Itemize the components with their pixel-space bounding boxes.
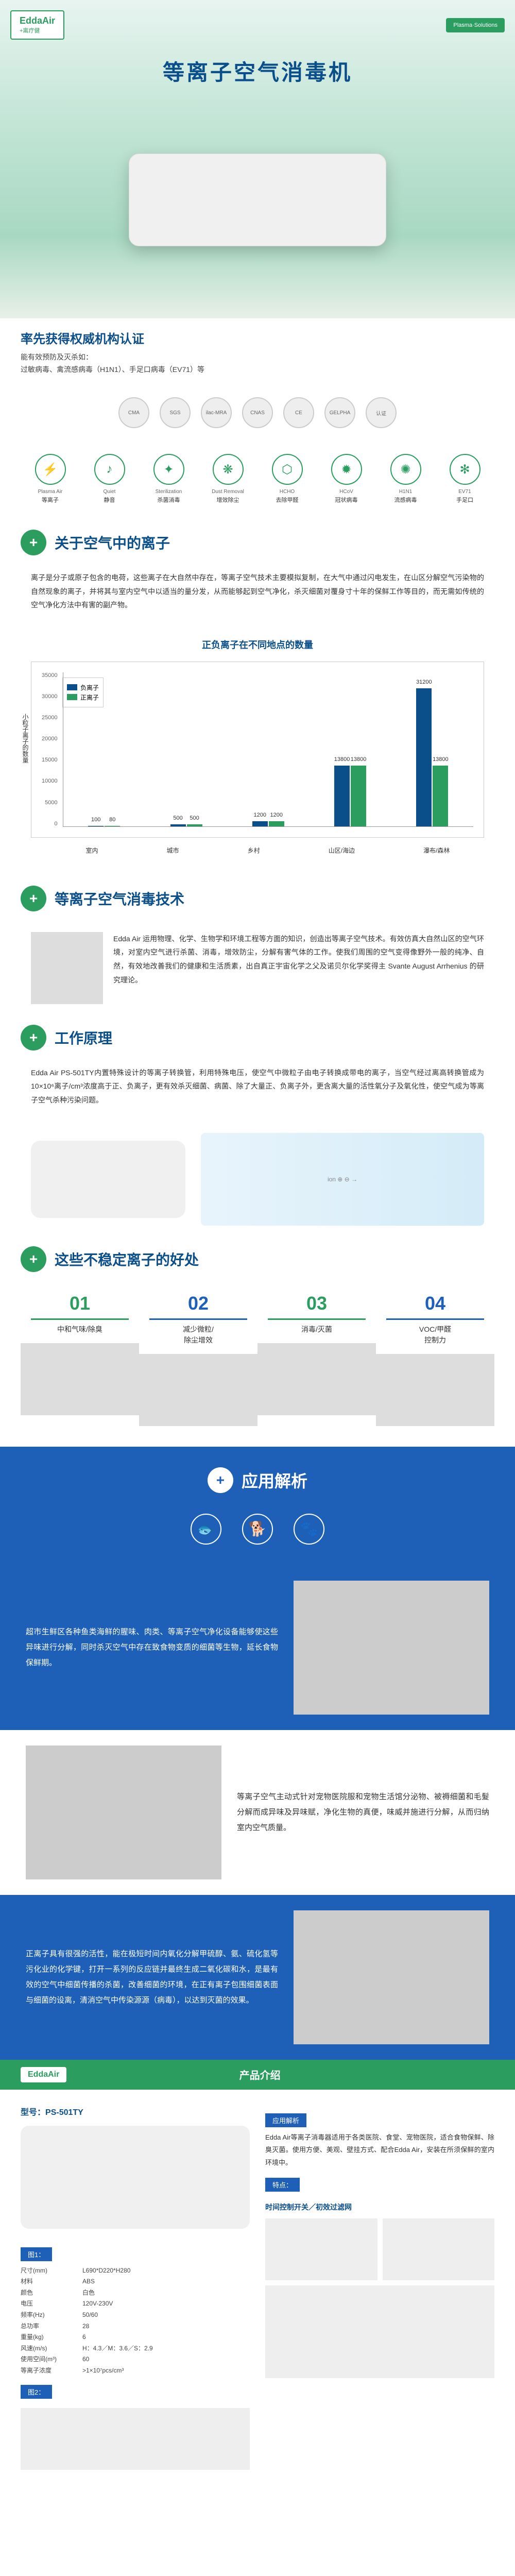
product-image: [129, 154, 386, 246]
app-block-2: 等离子空气主动式针对宠物医院服和宠物生活馆分泌物、被褥细菌和毛髮分解而成异味及异…: [0, 1730, 515, 1895]
cert-badge-icon: SGS: [160, 397, 191, 428]
feature-icon: ✦: [153, 454, 184, 485]
certification-text: 率先获得权威机构认证 能有效预防及灭杀如： 过敏病毒、禽流感病毒（H1N1）、手…: [0, 318, 515, 387]
section1-text: 离子是分子或原子包含的电荷，这些离子在大自然中存在，等离子空气技术主要模拟复制，…: [0, 566, 515, 628]
section3-header: + 工作原理: [0, 1014, 515, 1061]
cert-badge-icon: ilac-MRA: [201, 397, 232, 428]
plus-icon: +: [21, 886, 46, 911]
section1-header: + 关于空气中的离子: [0, 519, 515, 566]
benefit-item: 02 减少微粒/除尘增效: [139, 1293, 258, 1426]
install-image-2: [383, 2218, 495, 2280]
cert-badge-icon: CNAS: [242, 397, 273, 428]
cert-badge-icon: 认证: [366, 397, 397, 428]
feature-icon: ❋: [213, 454, 244, 485]
feature-item: ✺ H1N1流感病毒: [376, 454, 435, 504]
page-header: EddaAir +离疗健 Plasma·Solutions 等离子空气消毒机: [0, 0, 515, 112]
plus-icon: +: [21, 1246, 46, 1272]
feature-icon: ✺: [390, 454, 421, 485]
plus-icon: +: [21, 530, 46, 555]
spec-product-image: [21, 2126, 250, 2229]
app-block-1: 超市生鲜区各种鱼类海鲜的腥味、肉类、等离子空气净化设备能够使这些异味进行分解，同…: [0, 1565, 515, 1730]
cert-badge-icon: CMA: [118, 397, 149, 428]
application-header: + 应用解析 🐟 🐕 🐾: [0, 1447, 515, 1565]
benefit-image: [21, 1343, 139, 1415]
hospital-image: [294, 1910, 489, 2044]
plus-icon: +: [208, 1467, 233, 1493]
cert-badge-icon: CE: [283, 397, 314, 428]
install-image-1: [265, 2218, 377, 2280]
cert-badge-icon: GELPHA: [324, 397, 355, 428]
tech-section: Edda Air 运用物理、化学、生物学和环境工程等方面的知识，创造出等离子空气…: [0, 922, 515, 1014]
app-icon: 🐟: [191, 1514, 221, 1545]
feature-icons: ⚡ Plasma Air等离子♪ Quiet静音✦ Sterilization杀…: [0, 438, 515, 519]
dimension-diagram: [21, 2408, 250, 2470]
feature-item: ✦ Sterilization杀菌消毒: [139, 454, 198, 504]
device-diagram: [31, 1141, 185, 1218]
app-icon: 🐕: [242, 1514, 273, 1545]
ion-chart: 正负离子在不同地点的数量 负离子 正离子 小粒子离子的数量 3500030000…: [0, 628, 515, 875]
benefit-image: [258, 1343, 376, 1415]
benefit-item: 04 VOC/甲醛控制力: [376, 1293, 494, 1426]
section3-text: Edda Air PS-501TY内置特殊设计的等离子转换管，利用特殊电压，使空…: [0, 1061, 515, 1123]
plus-icon: +: [21, 1025, 46, 1050]
app-block-3: 正离子具有很强的活性，能在极短时间内氧化分解甲硫醇、氨、硫化氢等污化业的化学键，…: [0, 1895, 515, 2060]
feature-icon: ⬡: [272, 454, 303, 485]
certification-badges: CMA SGS ilac-MRA CNAS CE GELPHA 认证: [0, 387, 515, 438]
feature-item: ❋ Dust Removal增效除尘: [198, 454, 258, 504]
spec-header: EddaAir 产品介绍: [0, 2060, 515, 2090]
feature-icon: ⚡: [35, 454, 66, 485]
feature-item: ⬡ HCHO去除甲醛: [258, 454, 317, 504]
feature-icon: ♪: [94, 454, 125, 485]
section2-header: + 等离子空气消毒技术: [0, 875, 515, 922]
pet-image: [26, 1745, 221, 1879]
benefit-item: 01 中和气味/除臭: [21, 1293, 139, 1426]
benefits-row: 01 中和气味/除臭 02 减少微粒/除尘增效 03 消毒/灭菌 04 VOC/…: [0, 1282, 515, 1447]
principle-images: ion ⊕ ⊖ →: [0, 1123, 515, 1236]
hero-section: [0, 112, 515, 318]
spec-body: 型号：PS-501TY 图1： 尺寸(mm)L690*D220*H280材料AB…: [0, 2090, 515, 2485]
scientist-image: [31, 932, 103, 1004]
benefit-image: [376, 1354, 494, 1426]
control-panel-image: [265, 2285, 494, 2378]
cert-badge: Plasma·Solutions: [446, 18, 505, 32]
seafood-image: [294, 1581, 489, 1715]
brand-logo: EddaAir +离疗健: [10, 10, 64, 40]
feature-icon: ✻: [450, 454, 480, 485]
feature-item: ✹ HCoV冠状病毒: [317, 454, 376, 504]
section4-header: + 这些不稳定离子的好处: [0, 1236, 515, 1282]
ion-flow-diagram: ion ⊕ ⊖ →: [201, 1133, 484, 1226]
feature-item: ♪ Quiet静音: [80, 454, 139, 504]
benefit-item: 03 消毒/灭菌: [258, 1293, 376, 1426]
app-icon: 🐾: [294, 1514, 324, 1545]
feature-item: ⚡ Plasma Air等离子: [21, 454, 80, 504]
feature-item: ✻ EV71手足口: [435, 454, 494, 504]
benefit-image: [139, 1354, 258, 1426]
feature-icon: ✹: [331, 454, 362, 485]
main-title: 等离子空气消毒机: [10, 55, 505, 87]
